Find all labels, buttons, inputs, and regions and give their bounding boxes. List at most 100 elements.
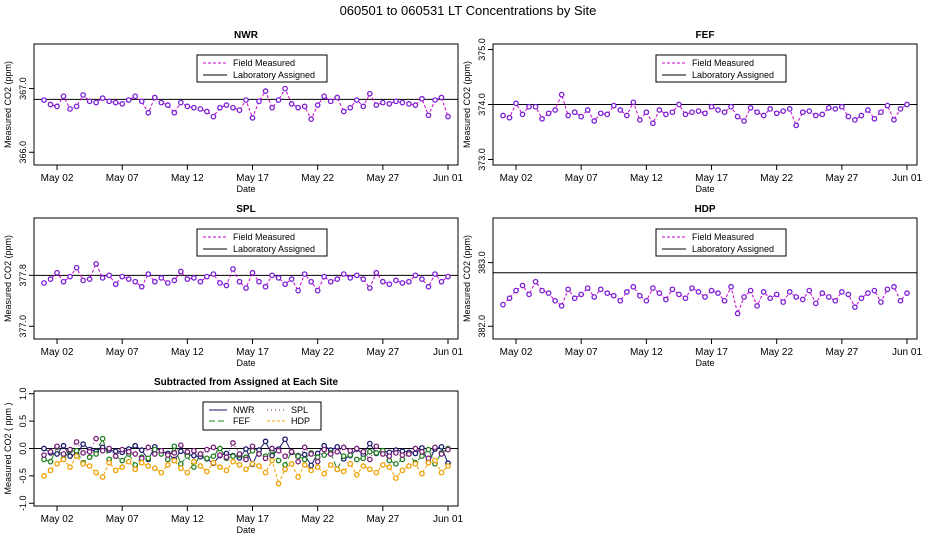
data-point xyxy=(623,289,630,295)
data-point xyxy=(532,278,539,285)
x-tick-label: May 07 xyxy=(106,514,139,525)
data-point xyxy=(819,290,826,296)
data-point xyxy=(379,462,386,468)
y-axis-label: Measured CO2 (ppm) xyxy=(462,235,472,322)
data-point xyxy=(217,445,223,452)
plot-frame xyxy=(492,217,918,340)
data-point xyxy=(360,276,367,282)
data-point xyxy=(793,294,800,300)
data-point xyxy=(558,91,565,98)
data-point xyxy=(132,278,139,285)
data-point xyxy=(223,454,230,461)
data-point xyxy=(340,108,347,115)
data-point xyxy=(80,450,86,456)
data-point xyxy=(301,456,308,463)
data-point xyxy=(86,448,93,455)
data-point xyxy=(327,451,334,457)
x-tick-label: May 02 xyxy=(500,347,533,358)
data-point xyxy=(54,443,60,450)
data-point xyxy=(60,93,67,100)
data-point xyxy=(379,99,386,106)
data-point xyxy=(308,278,315,285)
data-point xyxy=(86,276,93,282)
data-point xyxy=(125,276,132,282)
data-point xyxy=(858,295,865,302)
data-point xyxy=(191,464,197,470)
data-point xyxy=(295,287,301,294)
data-point xyxy=(184,276,191,282)
x-tick-label: Jun 01 xyxy=(892,347,922,358)
data-point xyxy=(262,455,269,462)
x-tick-label: May 07 xyxy=(565,173,598,184)
legend-label: HDP xyxy=(291,416,310,426)
x-tick-label: May 22 xyxy=(760,173,793,184)
data-point xyxy=(217,104,223,111)
data-point xyxy=(80,441,86,447)
data-point xyxy=(506,114,513,121)
data-point xyxy=(223,102,230,108)
data-point xyxy=(386,453,393,460)
data-point xyxy=(419,448,425,455)
data-point xyxy=(112,99,119,106)
data-point xyxy=(301,103,308,110)
data-point xyxy=(217,280,223,286)
data-point xyxy=(780,299,787,305)
plot-frame xyxy=(33,43,459,166)
data-point xyxy=(799,296,806,303)
data-point xyxy=(243,466,249,473)
data-point xyxy=(513,287,519,294)
data-point xyxy=(366,456,373,463)
data-point xyxy=(210,113,217,120)
data-point xyxy=(243,446,249,452)
data-point xyxy=(852,304,858,311)
data-point xyxy=(904,290,910,296)
data-point xyxy=(419,470,425,477)
data-point xyxy=(412,450,419,457)
data-point xyxy=(806,108,813,114)
data-point xyxy=(545,110,552,117)
data-point xyxy=(702,110,708,117)
data-point xyxy=(191,275,197,281)
data-point xyxy=(184,469,191,476)
data-point xyxy=(412,272,419,279)
data-point xyxy=(721,109,728,116)
data-point xyxy=(571,109,578,116)
data-point xyxy=(314,102,321,108)
data-point xyxy=(393,475,399,481)
data-point xyxy=(734,310,741,317)
data-point xyxy=(399,467,406,474)
data-point xyxy=(151,451,158,457)
data-point xyxy=(676,291,682,298)
series-line xyxy=(502,93,908,127)
data-point xyxy=(197,451,204,457)
legend-box xyxy=(655,228,787,257)
data-point xyxy=(754,109,760,116)
data-point xyxy=(177,268,184,275)
data-point xyxy=(578,291,585,298)
data-point xyxy=(125,448,132,455)
y-axis-label: Measured CO2 ( ppm ) xyxy=(3,402,13,494)
data-point xyxy=(373,450,380,456)
x-axis-label: Date xyxy=(236,525,255,535)
data-point xyxy=(119,446,126,453)
data-point xyxy=(125,97,132,103)
data-point xyxy=(262,469,269,476)
data-point xyxy=(177,99,184,106)
data-point xyxy=(236,462,243,468)
data-point xyxy=(282,453,288,460)
data-point xyxy=(204,455,210,462)
data-point xyxy=(54,460,60,467)
data-point xyxy=(288,460,295,467)
data-point xyxy=(432,271,438,277)
data-point xyxy=(308,451,315,457)
data-point xyxy=(597,286,604,293)
x-tick-label: May 27 xyxy=(366,347,399,358)
y-tick-label: 367.0 xyxy=(18,77,28,100)
data-point xyxy=(151,278,158,285)
data-point xyxy=(112,281,119,288)
x-axis-label: Date xyxy=(236,184,255,194)
data-point xyxy=(106,272,113,279)
data-point xyxy=(386,464,393,470)
data-point xyxy=(164,280,171,286)
data-point xyxy=(419,95,425,102)
